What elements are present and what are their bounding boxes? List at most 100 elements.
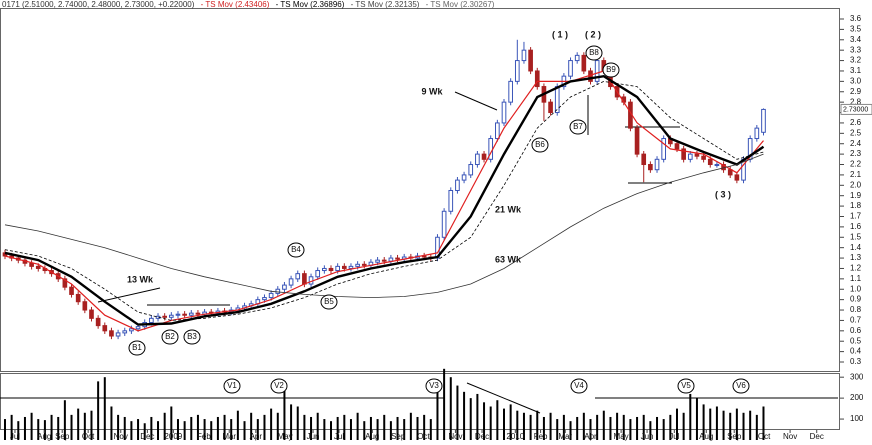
volume-bar — [236, 410, 239, 440]
x-tick-label: Aug — [37, 432, 51, 441]
volume-bar — [37, 419, 40, 440]
volume-bar — [709, 408, 712, 440]
volume-bar — [509, 404, 512, 440]
candle-body — [508, 80, 513, 103]
x-tick-label: Jul — [10, 432, 20, 441]
annotation-circle — [287, 242, 305, 258]
volume-bar — [23, 416, 26, 440]
candle-body — [448, 190, 454, 212]
candle-body — [568, 60, 573, 77]
study-label: - TS Mov (2.43406) — [200, 0, 270, 9]
annotation: B1 — [132, 343, 142, 352]
annotation-circle — [128, 340, 146, 356]
volume-bar — [443, 368, 446, 440]
volume-bar — [675, 408, 678, 440]
candle-body — [395, 257, 400, 260]
annotation: 13 Wk — [127, 274, 154, 284]
volume-bar — [203, 419, 206, 440]
volume-bar — [582, 412, 585, 440]
candle-body — [275, 288, 281, 294]
annotation: B2 — [165, 332, 175, 341]
candle-body — [109, 330, 114, 337]
y-tick-label: 2.1 — [850, 170, 862, 179]
candle-body — [495, 122, 500, 140]
candle-body — [102, 325, 108, 332]
volume-bar — [669, 414, 672, 440]
volume-bar — [456, 385, 459, 440]
study-label: - TS Mov (2.30267) — [425, 0, 495, 9]
volume-bar — [57, 416, 60, 440]
volume-bar — [483, 402, 486, 440]
y-tick-label: 3.1 — [850, 66, 862, 75]
volume-bar — [662, 419, 665, 440]
volume-bar — [63, 400, 66, 440]
y-tick-label: 0.7 — [850, 316, 862, 325]
volume-bar — [70, 414, 73, 440]
volume-bar — [223, 414, 226, 440]
volume-bar — [10, 414, 13, 440]
volume-bar — [596, 414, 599, 440]
annotation-circle — [425, 378, 443, 394]
annotation-circle — [183, 329, 201, 345]
x-tick-label: Sep — [55, 432, 70, 441]
y-tick-label: 2.5 — [850, 128, 862, 137]
candle-body — [641, 153, 647, 166]
candle-body — [175, 313, 181, 316]
x-tick-label: Oct — [82, 432, 95, 441]
x-tick-label: Sep — [391, 432, 406, 441]
candle-body — [122, 330, 128, 334]
volume-bar — [263, 414, 266, 440]
y-tick-label: 1.0 — [850, 284, 862, 293]
annotation-circle — [585, 45, 603, 61]
volume-bar — [103, 377, 106, 440]
volume-bar — [436, 379, 439, 440]
x-tick-label: Jun — [307, 432, 320, 441]
volume-bar — [250, 412, 253, 440]
candle-body — [514, 60, 520, 82]
volume-bar — [476, 393, 479, 440]
candle-body — [674, 143, 680, 150]
volume-bar — [349, 419, 352, 440]
volume-bar — [363, 421, 366, 440]
x-tick-label: Mar — [222, 432, 236, 441]
x-tick-label: Sep — [727, 432, 742, 441]
annotation-circle — [677, 378, 695, 394]
volume-bar — [330, 421, 333, 440]
volume-bar — [636, 416, 639, 440]
candle-body — [654, 158, 660, 171]
volume-bar — [489, 406, 492, 440]
x-tick-label: 2010 — [506, 432, 524, 441]
volume-bar — [343, 414, 346, 440]
candle-body — [475, 153, 480, 166]
last-price-label: 2.73000 — [843, 106, 868, 113]
volume-bar — [682, 412, 685, 440]
volume-bar — [123, 416, 126, 440]
candle-body — [89, 309, 94, 319]
candle-body — [594, 60, 600, 82]
y-tick-label: 200 — [850, 393, 864, 402]
x-tick-label: Feb — [534, 432, 548, 441]
volume-bar — [529, 414, 532, 440]
annotation: B8 — [589, 48, 599, 57]
y-tick-label: 3.4 — [850, 35, 862, 44]
x-tick-label: May — [614, 432, 629, 441]
candle-body — [681, 148, 686, 160]
volume-bar — [762, 406, 765, 440]
candle-body — [282, 284, 287, 290]
volume-bar — [463, 391, 466, 440]
candle-body — [168, 314, 174, 318]
y-tick-label: 1.1 — [850, 274, 862, 283]
volume-bar — [276, 412, 279, 440]
volume-bar — [376, 419, 379, 440]
annotation: V4 — [574, 381, 584, 390]
volume-bar — [702, 404, 705, 440]
annotation: V2 — [274, 381, 284, 390]
volume-bar — [216, 416, 219, 440]
candle-body — [687, 153, 693, 160]
candle-body — [648, 164, 653, 171]
volume-bar — [429, 419, 432, 440]
candle-body — [734, 174, 740, 181]
study-label: - TS Mov (2.32135) — [350, 0, 420, 9]
candle-body — [268, 292, 274, 299]
candle-body — [521, 49, 527, 62]
